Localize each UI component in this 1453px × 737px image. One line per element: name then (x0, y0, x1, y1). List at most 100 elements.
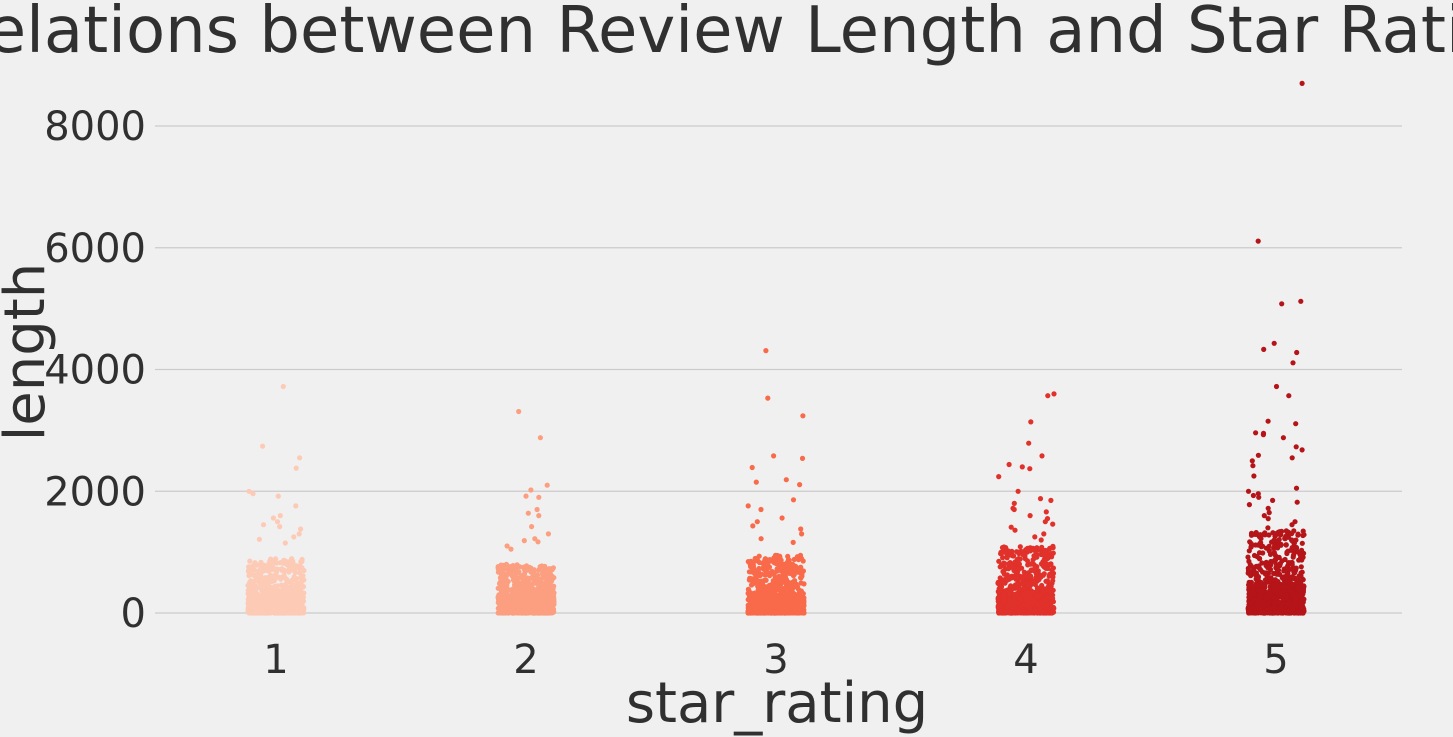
data-point (1268, 575, 1274, 581)
data-point (1273, 383, 1280, 390)
data-point (1006, 461, 1012, 468)
data-point (498, 609, 504, 615)
data-point (1289, 455, 1295, 461)
data-point (755, 583, 761, 590)
data-point (1050, 565, 1056, 571)
data-point (513, 575, 520, 581)
data-point (774, 587, 780, 593)
data-point (800, 599, 806, 605)
data-point (1246, 548, 1252, 554)
data-point (1028, 596, 1035, 603)
data-point (1004, 603, 1010, 609)
data-point (1050, 609, 1056, 615)
data-point (297, 580, 303, 586)
data-point (277, 560, 283, 566)
data-point (246, 488, 252, 494)
data-point (1280, 601, 1286, 608)
data-point (771, 453, 777, 459)
data-point (1245, 554, 1251, 560)
data-point (1004, 587, 1011, 593)
data-point (799, 531, 805, 537)
data-point (1008, 575, 1015, 581)
data-point (534, 609, 541, 615)
data-point (525, 606, 531, 612)
data-point (1295, 609, 1301, 616)
data-point (1280, 435, 1286, 441)
data-point (1000, 569, 1006, 575)
data-point (748, 582, 755, 588)
data-point (1028, 419, 1034, 425)
data-point (1248, 573, 1254, 579)
data-point (254, 609, 260, 615)
data-point (1274, 608, 1281, 614)
data-point (1029, 600, 1035, 607)
data-point (505, 609, 511, 615)
data-point (247, 603, 253, 609)
data-point (1300, 610, 1306, 616)
data-point (1270, 497, 1276, 503)
data-point (1041, 571, 1047, 577)
data-point (1299, 447, 1305, 453)
data-point (1249, 458, 1255, 464)
data-point (1263, 596, 1269, 602)
data-point (777, 582, 783, 588)
data-point (1291, 565, 1297, 571)
data-point (1290, 554, 1296, 560)
data-point (506, 603, 512, 609)
data-point (996, 558, 1002, 564)
data-point (250, 491, 256, 497)
data-point (521, 571, 528, 577)
y-tick-label: 4000 (44, 348, 146, 394)
data-point (1015, 600, 1021, 606)
data-point (1283, 567, 1289, 573)
data-point (293, 607, 299, 614)
data-point (1024, 589, 1030, 595)
data-point (1279, 575, 1285, 581)
data-point (274, 560, 280, 566)
data-point (1025, 600, 1031, 606)
data-point (251, 592, 257, 598)
x-tick-label: 4 (1013, 637, 1038, 683)
data-point (288, 604, 294, 610)
data-point (1254, 553, 1260, 560)
data-point (1248, 588, 1254, 594)
data-point (1045, 553, 1051, 559)
data-point (1014, 574, 1020, 581)
data-point (1272, 600, 1279, 606)
data-point (1050, 521, 1056, 527)
data-point (547, 584, 553, 590)
data-point (1252, 571, 1258, 578)
data-point (270, 515, 276, 521)
data-point (1295, 531, 1301, 537)
data-point (777, 555, 783, 561)
data-point (533, 602, 539, 608)
data-point (1042, 547, 1048, 554)
data-point (259, 564, 265, 570)
data-point (277, 524, 283, 530)
x-tick-label: 2 (513, 637, 538, 683)
data-point (1257, 592, 1263, 598)
data-point (298, 559, 304, 565)
data-point (1299, 80, 1305, 86)
data-point (765, 395, 771, 401)
data-point (504, 582, 510, 588)
data-point (1032, 554, 1038, 560)
data-point (1273, 562, 1280, 568)
data-point (1290, 606, 1296, 612)
data-point (284, 562, 290, 568)
data-point (1011, 500, 1017, 506)
data-point (1011, 506, 1017, 513)
data-point (1285, 584, 1291, 590)
data-point (756, 565, 762, 572)
data-point (1017, 544, 1023, 550)
data-point (1260, 432, 1266, 438)
data-point (1045, 393, 1051, 399)
data-point (765, 606, 771, 613)
data-point (530, 596, 536, 603)
data-point (1014, 556, 1021, 563)
data-point (762, 572, 768, 578)
data-point (1021, 609, 1027, 615)
data-point (780, 594, 786, 600)
data-point (289, 581, 295, 588)
data-point (1255, 597, 1261, 604)
